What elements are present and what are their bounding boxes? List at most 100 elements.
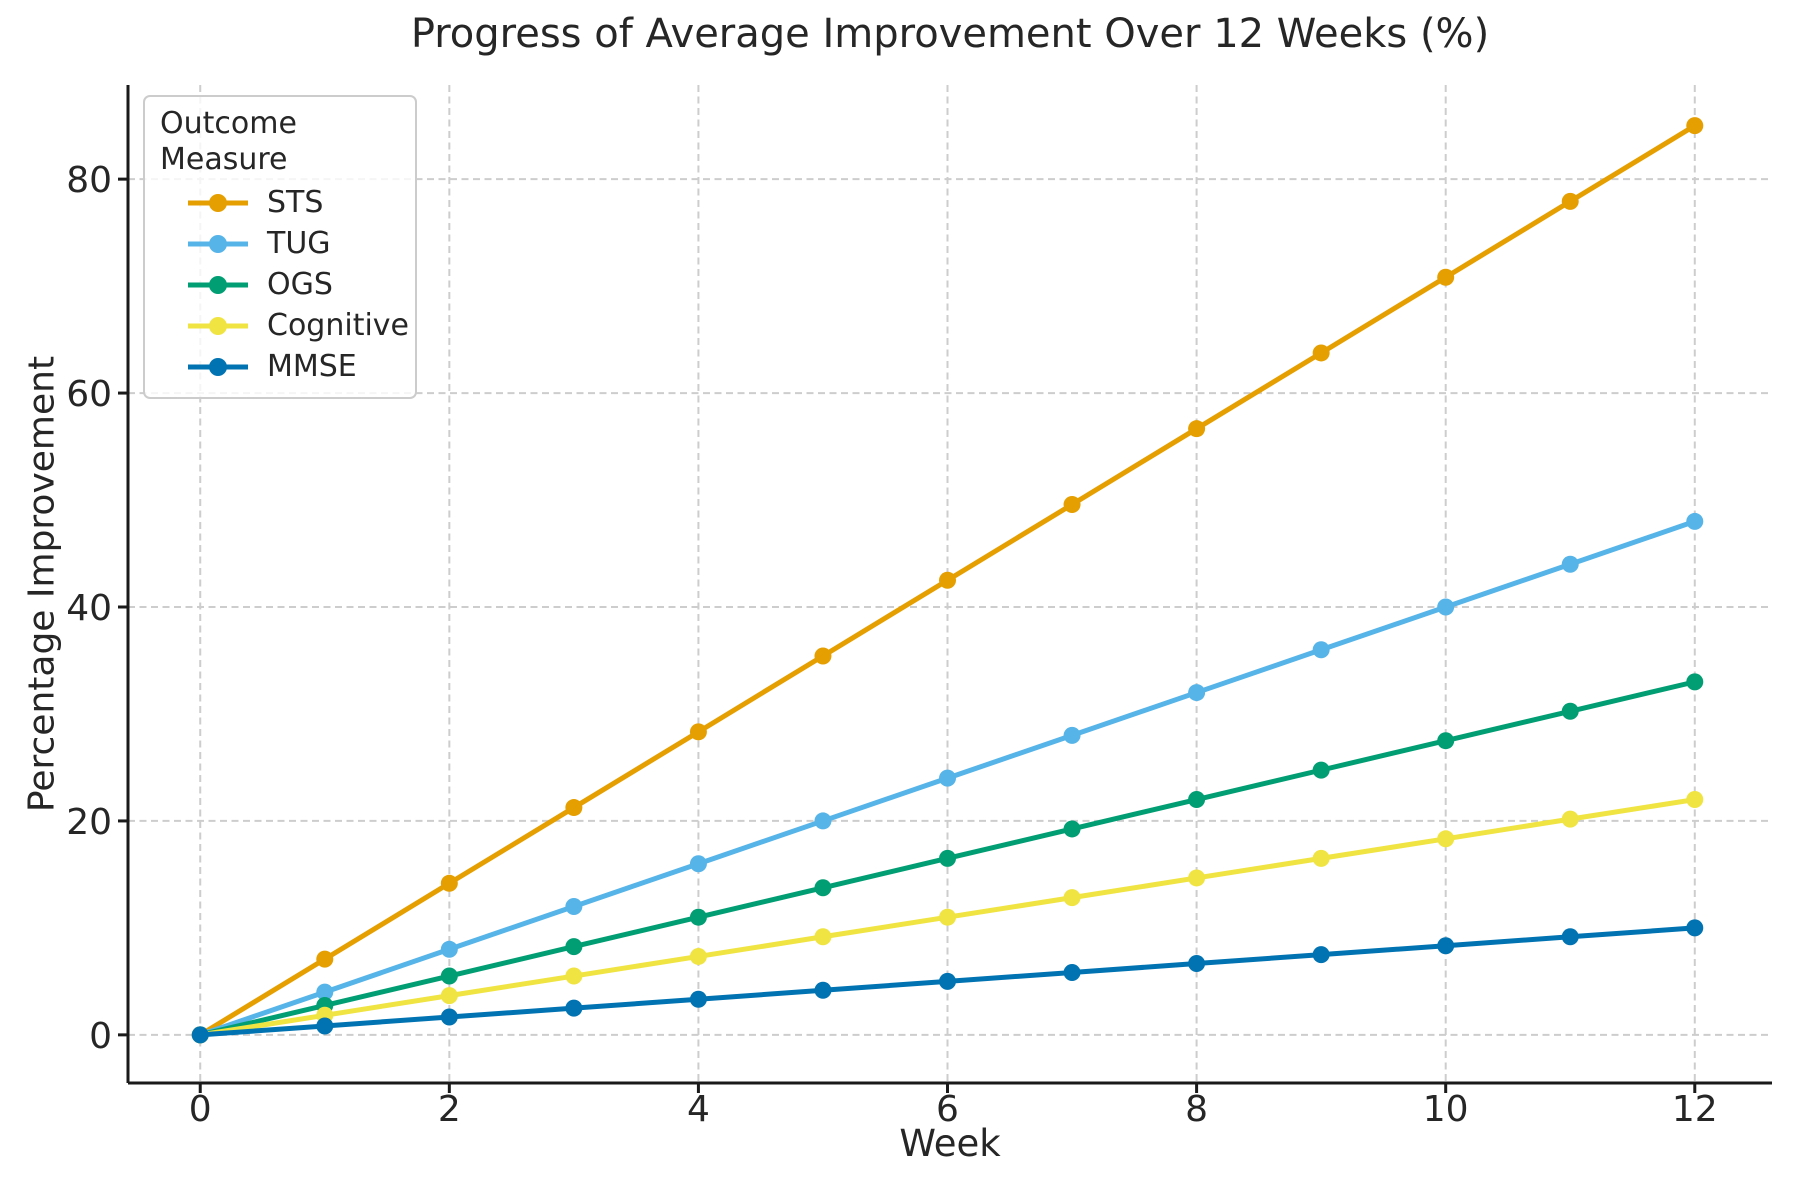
data-point <box>316 1017 334 1035</box>
y-tick-label: 80 <box>66 160 112 201</box>
legend-swatch-STS <box>188 193 248 212</box>
y-tick-label: 0 <box>89 1016 112 1057</box>
data-point <box>440 1008 458 1026</box>
legend-marker-icon <box>209 275 227 294</box>
data-point <box>689 855 707 873</box>
legend-title: Outcome Measure <box>160 106 297 177</box>
data-point <box>1686 791 1704 809</box>
data-point <box>814 647 832 665</box>
data-point <box>1561 702 1579 720</box>
data-point <box>689 947 707 965</box>
data-point <box>316 983 334 1001</box>
data-point <box>1312 946 1330 964</box>
data-point <box>565 799 583 817</box>
data-point <box>565 967 583 985</box>
data-point <box>1437 937 1455 955</box>
data-point <box>689 723 707 741</box>
data-point <box>1561 810 1579 828</box>
legend-marker-icon <box>209 234 227 253</box>
data-point <box>1686 673 1704 691</box>
data-point <box>939 972 957 990</box>
data-point <box>1188 955 1206 973</box>
gridlines <box>128 85 1772 1083</box>
legend-item-STS: STS <box>160 182 401 223</box>
data-point <box>1437 830 1455 848</box>
y-tick-label: 40 <box>66 588 112 629</box>
x-tick-labels: 0 2 4 6 8 10 12 <box>189 1089 1718 1130</box>
data-point <box>939 769 957 787</box>
data-point <box>1686 512 1704 530</box>
axis-spines <box>126 85 1772 1085</box>
legend-marker-icon <box>209 193 227 212</box>
data-point <box>939 908 957 926</box>
data-point <box>565 898 583 916</box>
data-point <box>440 967 458 985</box>
data-point <box>814 812 832 830</box>
data-point <box>1561 192 1579 210</box>
x-tick-label: 10 <box>1423 1089 1469 1130</box>
legend-swatch-Cognitive <box>188 316 248 335</box>
data-point <box>1561 555 1579 573</box>
data-point <box>939 849 957 867</box>
legend-label: MMSE <box>267 349 357 384</box>
tick-marks <box>118 177 1697 1093</box>
data-point <box>1686 919 1704 937</box>
data-point <box>1561 928 1579 946</box>
data-point <box>1063 964 1081 982</box>
x-tick-label: 4 <box>687 1089 710 1130</box>
data-point <box>1188 684 1206 702</box>
legend-item-OGS: OGS <box>160 264 401 305</box>
data-point <box>191 1026 209 1044</box>
data-point <box>440 987 458 1005</box>
data-point <box>1312 849 1330 867</box>
legend-label: TUG <box>267 226 331 261</box>
data-point <box>1188 420 1206 438</box>
legend-item-Cognitive: Cognitive <box>160 305 409 346</box>
legend: Outcome Measure STS TUG OGS Cognitive MMSE <box>143 95 417 399</box>
chart-title: Progress of Average Improvement Over 12 … <box>410 11 1490 57</box>
data-point <box>1312 344 1330 362</box>
x-axis-label: Week <box>899 1122 1001 1165</box>
data-point <box>1686 117 1704 135</box>
legend-label: OGS <box>267 267 333 302</box>
data-point <box>939 571 957 589</box>
x-tick-label: 6 <box>936 1089 959 1130</box>
legend-marker-icon <box>209 357 227 376</box>
data-point <box>1188 791 1206 809</box>
x-tick-label: 2 <box>438 1089 461 1130</box>
data-point <box>440 940 458 958</box>
data-point <box>316 950 334 968</box>
data-point <box>565 938 583 956</box>
data-point <box>1063 496 1081 514</box>
legend-swatch-TUG <box>188 234 248 253</box>
data-point <box>1437 732 1455 750</box>
y-axis-label: Percentage Improvement <box>21 355 63 813</box>
legend-swatch-MMSE <box>188 357 248 376</box>
legend-item-TUG: TUG <box>160 223 401 264</box>
data-point <box>1312 761 1330 779</box>
x-tick-label: 0 <box>189 1089 212 1130</box>
legend-items: STS TUG OGS Cognitive MMSE <box>160 182 409 387</box>
legend-label: STS <box>267 185 324 220</box>
x-tick-label: 8 <box>1185 1089 1208 1130</box>
data-point <box>1437 598 1455 616</box>
data-point <box>1063 726 1081 744</box>
series-markers-MMSE <box>191 919 1704 1044</box>
x-tick-label: 12 <box>1672 1089 1718 1130</box>
data-point <box>1063 889 1081 907</box>
data-point <box>565 999 583 1017</box>
legend-item-MMSE: MMSE <box>160 346 401 387</box>
y-tick-label: 60 <box>66 374 112 415</box>
data-point <box>814 928 832 946</box>
legend-label: Cognitive <box>267 308 410 343</box>
data-point <box>689 990 707 1008</box>
data-point <box>1437 268 1455 286</box>
y-tick-labels: 0 20 40 60 80 <box>66 160 112 1057</box>
data-point <box>1188 869 1206 887</box>
legend-swatch-OGS <box>188 275 248 294</box>
data-point <box>814 879 832 897</box>
legend-marker-icon <box>209 316 227 335</box>
series-markers-STS <box>191 117 1704 1044</box>
